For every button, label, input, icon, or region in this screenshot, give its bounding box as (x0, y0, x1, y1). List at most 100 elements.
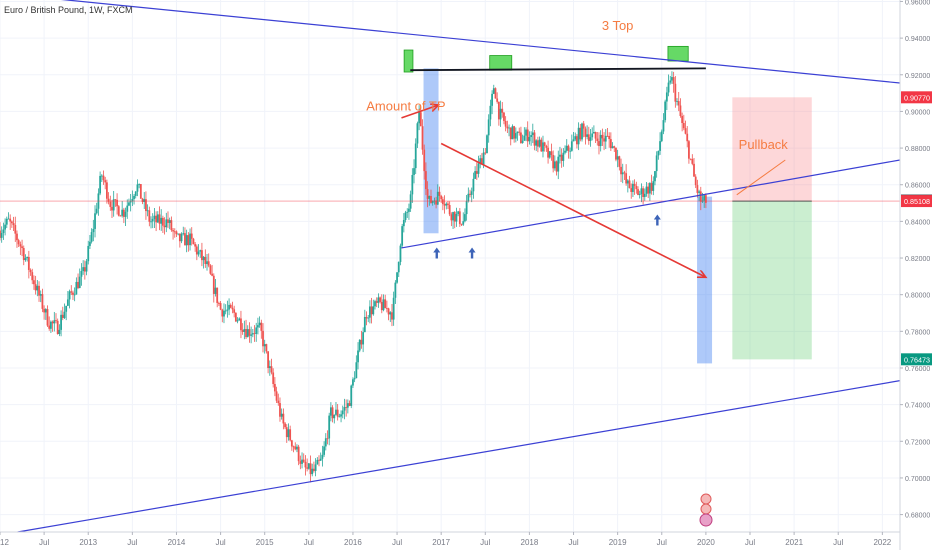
time-tick-label: 2015 (256, 538, 274, 547)
candle-body (384, 299, 387, 309)
candle-body (530, 135, 533, 138)
candle-body (633, 183, 636, 186)
candle-body (255, 327, 258, 334)
candle-body (145, 199, 147, 212)
candle-body (214, 287, 217, 294)
candle-body (63, 311, 66, 318)
candle-body (217, 302, 220, 304)
candle-body (511, 126, 514, 140)
candle-body (657, 150, 660, 156)
candle-body (654, 171, 656, 182)
candle-body (4, 224, 6, 230)
candle-body (638, 193, 641, 195)
candle-body (704, 195, 707, 203)
candle-body (177, 233, 180, 235)
candle-body (564, 150, 566, 153)
time-tick-label: Jul (657, 538, 667, 547)
candle-body (489, 105, 492, 120)
candle-body (482, 152, 485, 165)
candle-body (175, 231, 178, 235)
candle-body (667, 82, 670, 93)
price-tick-label: 0.96000 (905, 0, 930, 6)
candle-body (399, 245, 402, 262)
candle-body (582, 123, 585, 129)
time-tick-label: 2020 (697, 538, 715, 547)
candle-body (358, 339, 361, 351)
candle-body (279, 403, 281, 417)
candle-body (12, 223, 15, 226)
candle-body (397, 261, 400, 273)
candle-body (148, 210, 151, 222)
candle-body (78, 276, 81, 288)
candle-body (338, 416, 341, 418)
lower-ascending-line (17, 380, 901, 533)
candle-body (243, 329, 246, 332)
candle-body (341, 410, 344, 415)
candle-body (153, 215, 156, 219)
candle-body (401, 226, 404, 246)
candle-body (545, 146, 548, 148)
candle-body (481, 158, 483, 165)
candle-body (265, 344, 268, 352)
candle-body (21, 246, 23, 249)
candle-body (409, 194, 412, 209)
candle-body (167, 219, 169, 223)
candle-body (139, 184, 142, 199)
top-marker-2 (489, 55, 513, 71)
candle-body (696, 185, 699, 193)
candle-body (567, 145, 570, 151)
candle-body (189, 233, 191, 246)
candle-body (509, 127, 512, 140)
candle-body (484, 152, 487, 154)
candle-body (445, 203, 448, 206)
candle-body (591, 133, 594, 138)
candle-body (121, 209, 124, 216)
candle-body (655, 155, 658, 172)
candle-body (620, 166, 622, 175)
candle-body (109, 201, 112, 207)
candle-body (236, 320, 239, 322)
candle-body (165, 219, 168, 228)
candle-body (228, 304, 230, 310)
candle-body (43, 308, 46, 313)
candle-body (211, 273, 214, 276)
candle-body (257, 325, 259, 328)
price-label-text: 0.76473 (904, 355, 930, 364)
candle-body (36, 285, 39, 291)
candle-body (467, 193, 470, 202)
candle-body (122, 209, 125, 217)
candle-body (329, 407, 332, 416)
candle-body (216, 287, 219, 303)
candle-body (392, 297, 395, 320)
candle-body (313, 468, 315, 471)
candle-body (92, 228, 95, 233)
candle-body (309, 463, 312, 475)
candle-body (231, 307, 234, 310)
candle-body (592, 132, 595, 134)
candle-body (660, 131, 663, 142)
candle-body (604, 135, 607, 142)
candle-body (560, 154, 563, 161)
tp-box-left (423, 68, 439, 234)
time-tick-label: 2017 (432, 538, 450, 547)
candle-body (659, 141, 661, 151)
candle-body (642, 188, 644, 197)
candle-body (304, 461, 307, 468)
candle-body (496, 98, 499, 102)
take-profit-zone (732, 201, 812, 360)
price-label-bg (901, 91, 932, 104)
price-tick-label: 0.76000 (905, 366, 930, 373)
candle-body (116, 199, 118, 207)
candle-body (267, 351, 269, 369)
candle-body (221, 309, 224, 317)
candle-body (99, 175, 102, 194)
candle-body (676, 101, 678, 102)
candle-body (158, 214, 161, 224)
candle-body (272, 372, 275, 384)
candle-body (226, 309, 229, 311)
candle-body (46, 309, 49, 326)
price-tick-label: 0.94000 (905, 36, 930, 43)
candle-body (385, 308, 388, 309)
